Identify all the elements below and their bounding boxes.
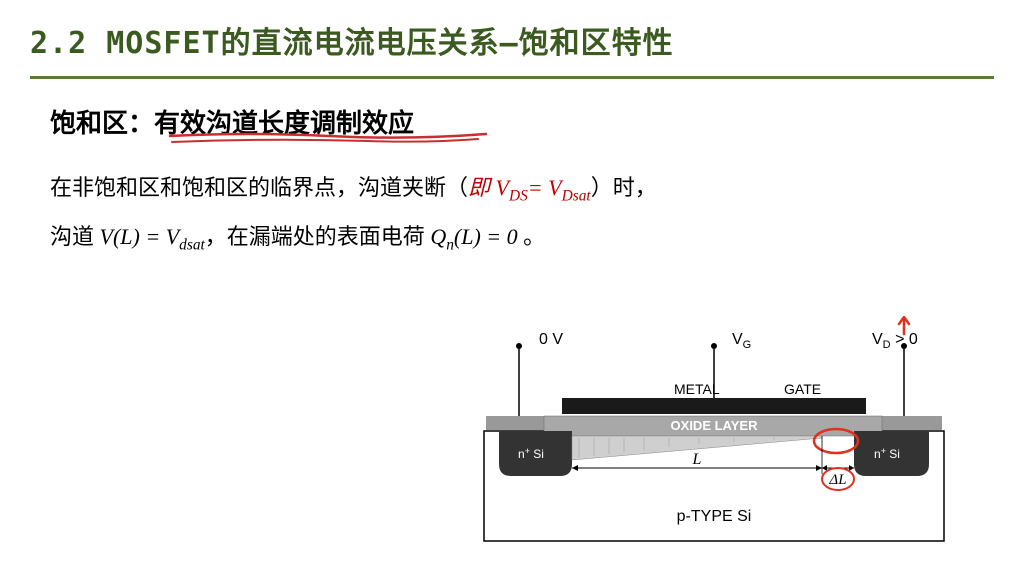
para-text-5: 。 <box>518 224 546 249</box>
eq-vl-sub: dsat <box>179 237 205 254</box>
eq-qn-sub: n <box>446 237 454 254</box>
para-text-2: ）时， <box>591 175 657 200</box>
subtitle: 饱和区：有效沟道长度调制效应 <box>50 103 414 140</box>
subtitle-prefix: 饱和区： <box>50 108 154 138</box>
para-text-4: ，在漏端处的表面电荷 <box>205 224 431 249</box>
page-title: 2.2 MOSFET的直流电流电压关系—饱和区特性 <box>30 18 994 62</box>
label-vg: VG <box>732 331 751 351</box>
contact-right <box>882 416 942 430</box>
eq-qn: Q <box>430 224 446 249</box>
label-0v: 0 V <box>539 331 563 348</box>
para-text-1: 在非饱和区和饱和区的临界点，沟道夹断（ <box>50 175 468 200</box>
gate-metal <box>562 398 866 414</box>
eq-vl: V(L) = V <box>100 224 180 249</box>
contact-left <box>486 416 544 430</box>
eq-qn-2: (L) = 0 <box>454 224 518 249</box>
para-red-prefix: 即 <box>468 175 496 200</box>
eq-vdsat-sub: Dsat <box>562 187 591 204</box>
label-dL: ΔL <box>828 472 846 488</box>
label-nsi-right: n+ Si <box>874 446 900 461</box>
label-vd: VD > 0 <box>872 331 918 351</box>
label-metal: METAL <box>674 381 720 397</box>
eq-vds-sub: DS <box>509 187 528 204</box>
underline-annotation <box>168 130 488 146</box>
eq-vds-l: V <box>496 175 509 200</box>
label-L: L <box>692 451 702 468</box>
mosfet-diagram: 0 V VG VD > 0 OXIDE LAYER METAL GATE n+ … <box>444 316 964 556</box>
body-paragraph: 在非饱和区和饱和区的临界点，沟道夹断（即 VDS= VDsat）时， 沟道 V(… <box>50 164 974 263</box>
para-text-3: 沟道 <box>50 224 100 249</box>
label-gate: GATE <box>784 381 821 397</box>
label-ptype: p-TYPE Si <box>677 508 752 525</box>
label-nsi-left: n+ Si <box>518 446 544 461</box>
label-oxide: OXIDE LAYER <box>671 418 759 433</box>
eq-eq: = <box>528 175 548 200</box>
eq-vdsat: V <box>548 175 561 200</box>
